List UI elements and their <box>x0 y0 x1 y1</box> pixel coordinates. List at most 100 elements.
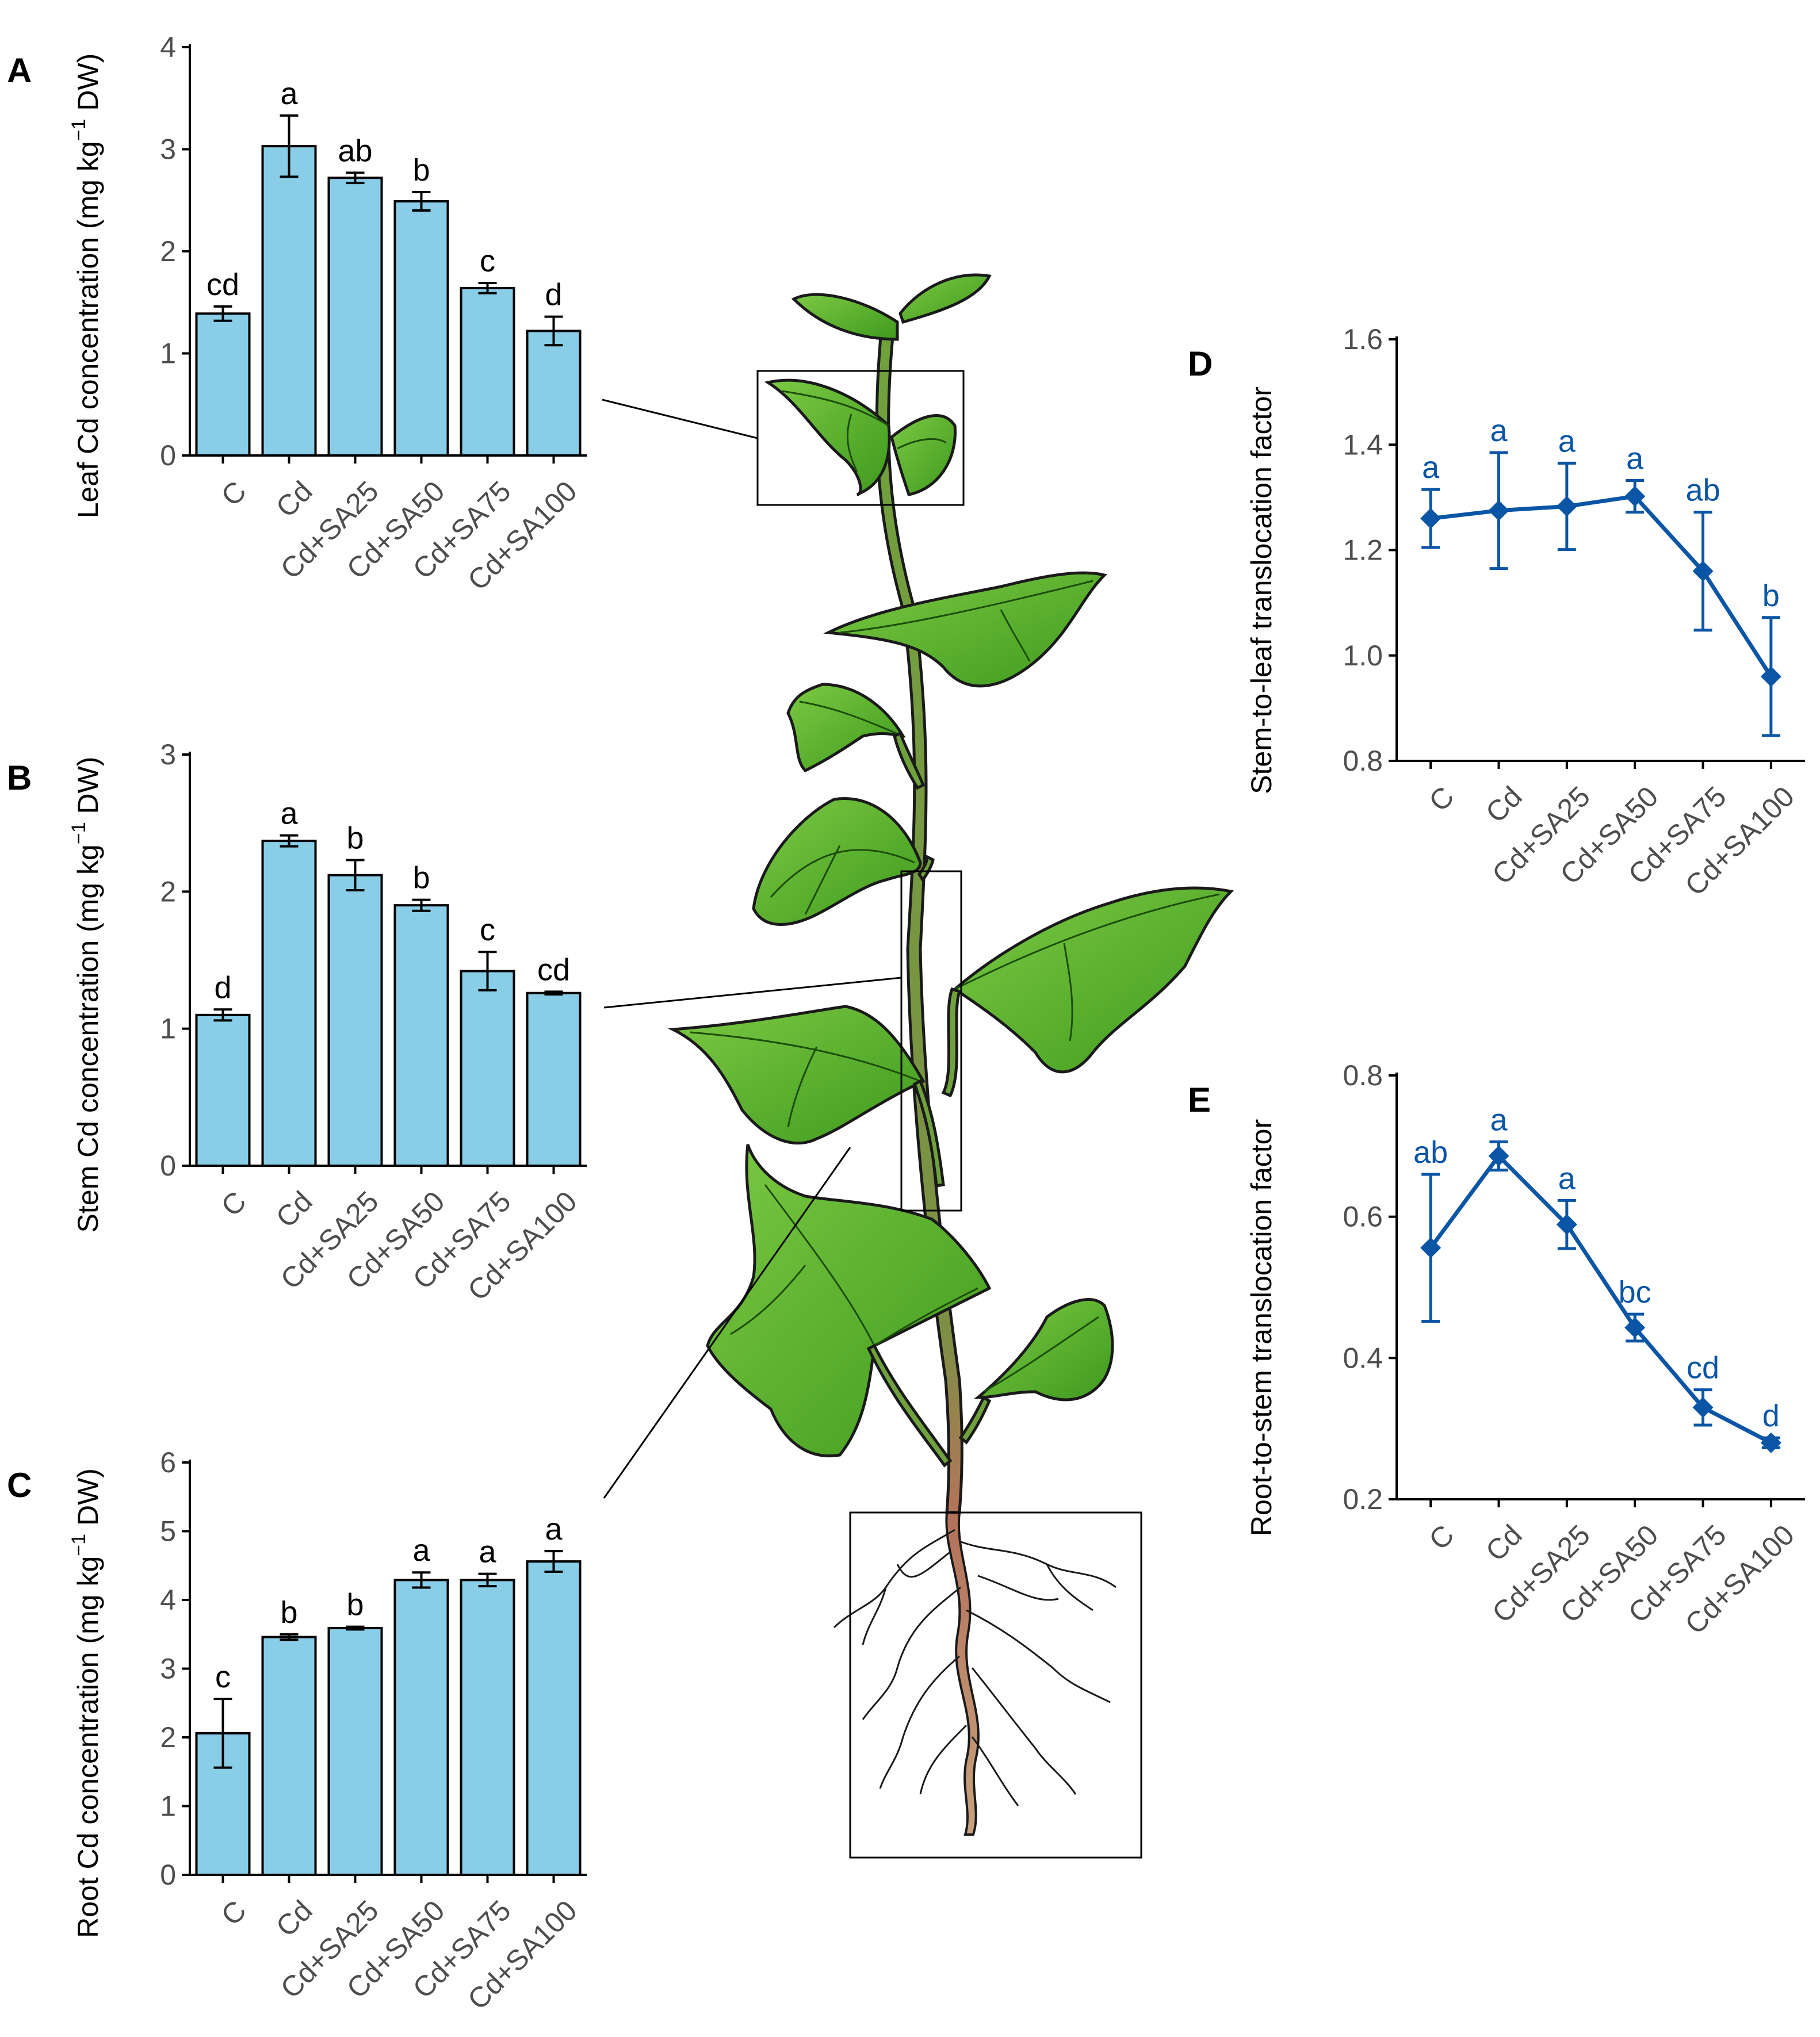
data-point <box>1624 1317 1646 1338</box>
significance-label: a <box>1558 424 1576 458</box>
stem-callout-box <box>900 870 962 1212</box>
significance-label: a <box>1558 1161 1576 1196</box>
x-tick-label: Cd <box>1479 780 1528 829</box>
bar-cd-sa75 <box>460 1579 515 1876</box>
significance-label: b <box>1762 579 1780 613</box>
y-tick-label: 3 <box>160 133 176 166</box>
y-tick-label: 0.8 <box>1343 1059 1383 1092</box>
significance-label: a <box>479 1535 496 1569</box>
plant-roots <box>833 1511 1117 1836</box>
y-axis-title: Stem-to-leaf translocation factor <box>1245 386 1278 794</box>
data-point <box>1488 1146 1509 1167</box>
bar-cd <box>261 145 317 457</box>
data-point <box>1692 1397 1714 1418</box>
x-tick-label: C <box>215 475 253 512</box>
y-tick-label: 4 <box>160 31 176 63</box>
significance-label: a <box>1422 450 1440 485</box>
significance-label: ab <box>1685 473 1720 508</box>
bar-cd <box>261 840 317 1167</box>
y-tick-label: 5 <box>160 1515 176 1548</box>
leaf-callout-line <box>602 399 758 439</box>
data-point <box>1624 486 1646 507</box>
y-axis-title-sup: −1 <box>68 822 90 844</box>
significance-label: a <box>1490 413 1508 448</box>
panel-letter-b: B <box>7 759 32 797</box>
significance-label: ab <box>338 133 372 168</box>
significance-label: cd <box>537 952 570 987</box>
bar-c <box>195 312 251 457</box>
significance-label: d <box>545 278 562 312</box>
bar-cd-sa100 <box>526 330 582 457</box>
significance-label: a <box>545 1512 563 1546</box>
y-axis-title-main: Leaf Cd concentration (mg kg <box>72 141 104 518</box>
significance-label: a <box>1626 442 1644 476</box>
y-axis-title-end: DW) <box>72 53 104 119</box>
significance-label: ab <box>1413 1135 1448 1170</box>
series-line <box>1429 1154 1772 1445</box>
panel-letter-a: A <box>7 51 32 90</box>
y-axis-title: Stem Cd concentration (mg kg−1 DW) <box>68 757 104 1233</box>
y-tick-label: 6 <box>160 1446 176 1479</box>
y-tick-label: 0 <box>160 1859 176 1891</box>
significance-label: b <box>412 153 430 187</box>
x-tick-label: C <box>1423 780 1460 818</box>
bar-cd-sa50 <box>393 200 449 457</box>
stem-callout-line <box>603 977 902 1009</box>
y-axis-title-main: Stem Cd concentration (mg kg <box>72 844 104 1232</box>
y-axis-title-end: DW) <box>72 1468 104 1534</box>
panel-letter-c: C <box>7 1466 32 1504</box>
significance-label: c <box>215 1660 231 1694</box>
data-point <box>1760 666 1781 687</box>
significance-label: c <box>480 244 495 278</box>
y-tick-label: 0.2 <box>1343 1483 1383 1515</box>
significance-label: d <box>214 970 231 1005</box>
y-tick-label: 1.4 <box>1343 428 1383 461</box>
y-tick-label: 2 <box>160 875 176 908</box>
panel-e: E0.20.40.60.8C CdCd+SA25Cd+SA50Cd+SA75Cd+… <box>1188 1059 1805 1640</box>
bar-cd-sa100 <box>526 991 582 1167</box>
significance-label: b <box>280 1595 297 1630</box>
plant-illustration <box>667 273 1234 1836</box>
data-point <box>1556 496 1577 517</box>
bar-c <box>195 1013 251 1167</box>
y-axis-title-sup: −1 <box>68 1534 90 1556</box>
bar-cd-sa75 <box>460 286 515 457</box>
significance-label: a <box>280 76 298 111</box>
y-tick-label: 3 <box>160 1653 176 1685</box>
x-tick-label: Cd <box>1479 1519 1528 1568</box>
y-tick-label: 0.6 <box>1343 1201 1383 1233</box>
y-tick-label: 2 <box>160 1721 176 1753</box>
x-tick-label: C <box>215 1894 253 1932</box>
bar-cd <box>261 1636 317 1877</box>
y-axis-title: Root Cd concentration (mg kg−1 DW) <box>68 1468 104 1938</box>
bar-cd-sa25 <box>327 1626 383 1877</box>
significance-label: a <box>1490 1102 1508 1137</box>
y-axis-title: Root-to-stem translocation factor <box>1245 1119 1278 1536</box>
data-point <box>1556 1214 1577 1235</box>
x-tick-label: C <box>1423 1519 1460 1556</box>
panel-letter-d: D <box>1188 344 1213 383</box>
y-tick-label: 2 <box>160 235 176 267</box>
y-tick-label: 1 <box>160 338 176 370</box>
callouts <box>602 370 1142 1859</box>
significance-label: a <box>412 1533 430 1568</box>
y-tick-label: 4 <box>160 1584 176 1616</box>
significance-label: cd <box>1687 1351 1719 1385</box>
panel-letter-e: E <box>1188 1081 1211 1119</box>
x-tick-label: C <box>215 1185 253 1223</box>
panel-d: D0.81.01.21.41.6C CdCd+SA25Cd+SA50Cd+SA75… <box>1188 323 1805 902</box>
y-tick-label: 0.8 <box>1343 745 1383 777</box>
significance-label: a <box>280 797 298 831</box>
data-point <box>1420 508 1442 529</box>
y-tick-label: 0 <box>160 439 176 472</box>
y-axis-title-main: Root Cd concentration (mg kg <box>72 1556 104 1938</box>
bar-cd-sa50 <box>393 1579 449 1876</box>
y-tick-label: 1.0 <box>1343 640 1383 672</box>
significance-label: c <box>480 913 495 947</box>
y-tick-label: 0.4 <box>1343 1342 1383 1374</box>
root-callout-line <box>603 1147 851 1499</box>
